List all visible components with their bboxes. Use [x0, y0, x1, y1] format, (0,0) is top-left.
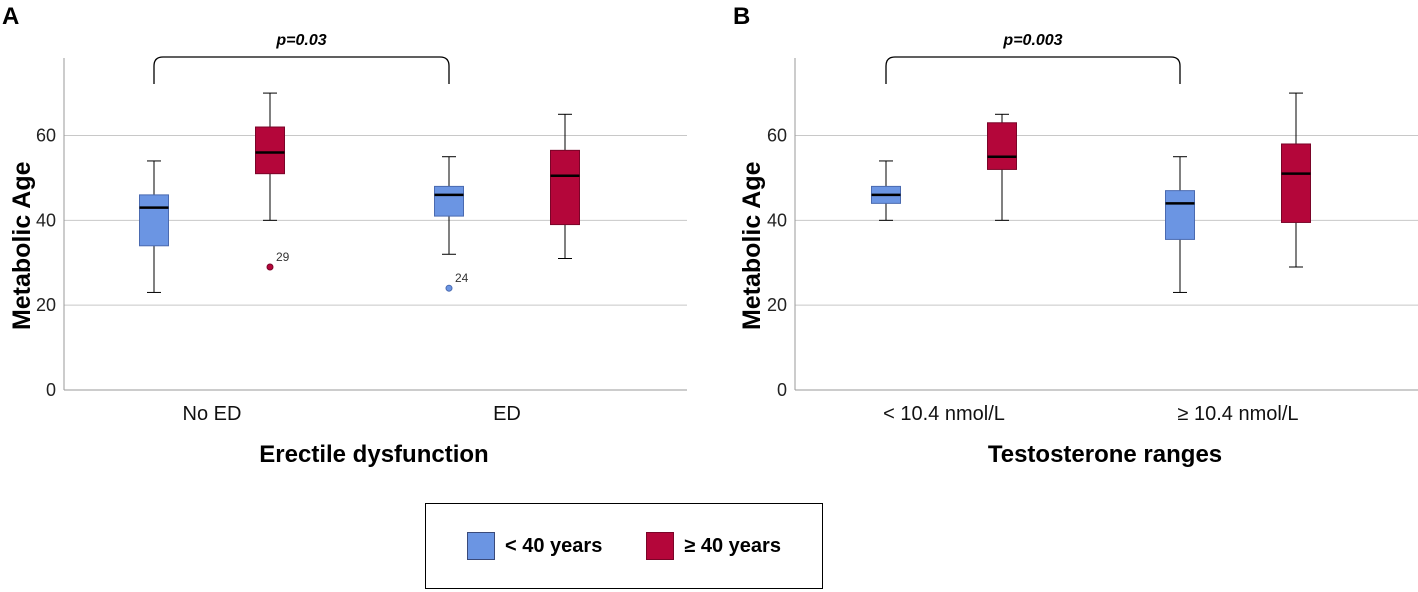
- legend: < 40 years ≥ 40 years: [425, 503, 823, 589]
- y-tick-label: 60: [767, 126, 787, 146]
- outlier-point: [445, 284, 453, 292]
- box-iqr: [1281, 143, 1311, 223]
- box-old-0: [987, 113, 1017, 221]
- x-category-label: ED: [493, 403, 521, 425]
- box-young-0: [871, 160, 901, 221]
- y-tick-label: 40: [36, 210, 56, 230]
- y-tick-label: 0: [777, 380, 787, 400]
- legend-label-old: ≥ 40 years: [684, 534, 781, 557]
- box-young-1: [1165, 156, 1195, 293]
- box-old-0: 29: [255, 92, 290, 271]
- x-axis-title: Testosterone ranges: [988, 441, 1222, 468]
- legend-item-old: ≥ 40 years: [646, 532, 781, 560]
- panel-letter: A: [2, 3, 19, 30]
- box-iqr: [987, 122, 1017, 170]
- box-old-1: [1281, 92, 1311, 268]
- significance-bracket: [885, 56, 1181, 84]
- box-young-1: 24: [434, 156, 469, 292]
- legend-label-young: < 40 years: [505, 534, 603, 557]
- significance-bracket: [153, 56, 450, 84]
- y-axis-title: Metabolic Age: [738, 161, 766, 330]
- panel-letter: B: [733, 3, 750, 30]
- y-tick-label: 60: [36, 126, 56, 146]
- outlier-label: 24: [455, 271, 469, 285]
- box-iqr: [139, 194, 169, 247]
- p-value-label: p=0.03: [275, 32, 326, 49]
- y-tick-label: 0: [46, 380, 56, 400]
- y-tick-label: 40: [767, 210, 787, 230]
- box-iqr: [1165, 190, 1195, 240]
- y-tick-label: 20: [36, 295, 56, 315]
- legend-item-young: < 40 years: [467, 532, 602, 560]
- box-iqr: [550, 149, 580, 226]
- legend-swatch-young: [467, 532, 496, 560]
- x-category-label: < 10.4 nmol/L: [883, 403, 1005, 425]
- x-category-label: ≥ 10.4 nmol/L: [1177, 403, 1298, 425]
- box-young-0: [139, 160, 169, 293]
- y-tick-label: 20: [767, 295, 787, 315]
- p-value-label: p=0.003: [1002, 32, 1062, 49]
- legend-swatch-old: [646, 532, 675, 560]
- box-iqr: [255, 126, 285, 175]
- x-axis-title: Erectile dysfunction: [259, 441, 488, 468]
- y-axis-title: Metabolic Age: [8, 161, 36, 330]
- box-old-1: [550, 113, 580, 260]
- outlier-label: 29: [276, 250, 290, 264]
- x-category-label: No ED: [183, 403, 242, 425]
- box-iqr: [434, 185, 464, 217]
- outlier-point: [266, 263, 274, 271]
